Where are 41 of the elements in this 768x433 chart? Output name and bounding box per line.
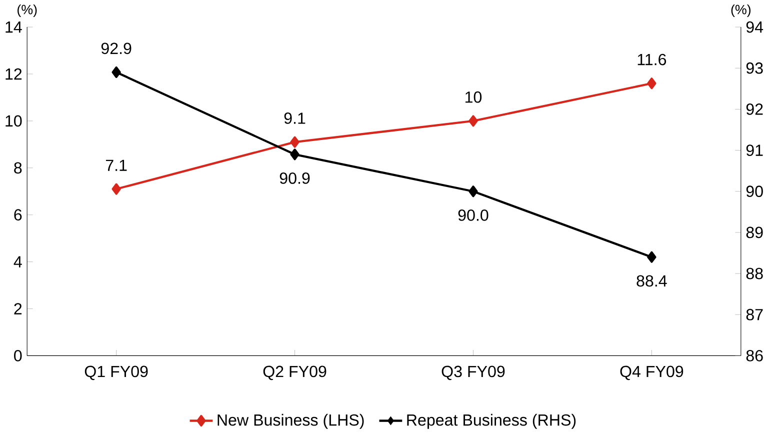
point	[112, 183, 121, 195]
data-label: 7.1	[106, 160, 127, 171]
data-label: 90.9	[280, 172, 310, 184]
y2-tick-label: 94	[746, 21, 764, 33]
y-tick-label: 14	[6, 22, 22, 33]
y-tick-label: 12	[6, 68, 22, 80]
x-tick-label: Q3 FY09	[442, 366, 505, 380]
data-label: 10	[466, 91, 482, 103]
y2-tick-label: 88	[746, 268, 763, 280]
y-tick-label: 6	[14, 209, 22, 221]
legend-label: New Business (LHS)	[218, 414, 364, 429]
y-tick-label: 0	[14, 350, 22, 362]
point	[290, 148, 300, 160]
y2-tick-label: 86	[746, 350, 763, 362]
point	[647, 78, 656, 90]
legend-label: Repeat Business (RHS)	[407, 414, 576, 429]
y2-tick-label: 89	[746, 226, 763, 238]
point	[468, 115, 478, 127]
data-label: 92.9	[101, 42, 132, 54]
y2-axis-title: (%)	[731, 4, 751, 17]
point	[290, 136, 300, 148]
data-label: 9.1	[284, 112, 306, 124]
y2-tick-label: 91	[746, 144, 763, 156]
y2-tick-label: 93	[746, 62, 763, 74]
y2-tick-label: 90	[746, 186, 763, 198]
y2-tick-label: 92	[746, 104, 763, 115]
x-tick-label: Q1 FY09	[84, 366, 148, 380]
point	[468, 186, 478, 198]
y2-tick-label: 87	[746, 308, 763, 320]
y-tick-label: 8	[14, 162, 22, 174]
point	[112, 66, 121, 78]
y-tick-label: 2	[14, 303, 22, 314]
x-tick-label: Q4 FY09	[620, 366, 684, 380]
y-tick-label: 10	[6, 115, 22, 127]
y-axis-title: (%)	[18, 4, 37, 17]
data-label: 90.0	[458, 210, 488, 221]
data-label: 11.6	[638, 54, 666, 66]
data-label: 88.4	[636, 275, 667, 287]
y-tick-label: 4	[14, 256, 22, 268]
x-tick-label: Q2 FY09	[263, 366, 326, 380]
point	[647, 251, 656, 263]
